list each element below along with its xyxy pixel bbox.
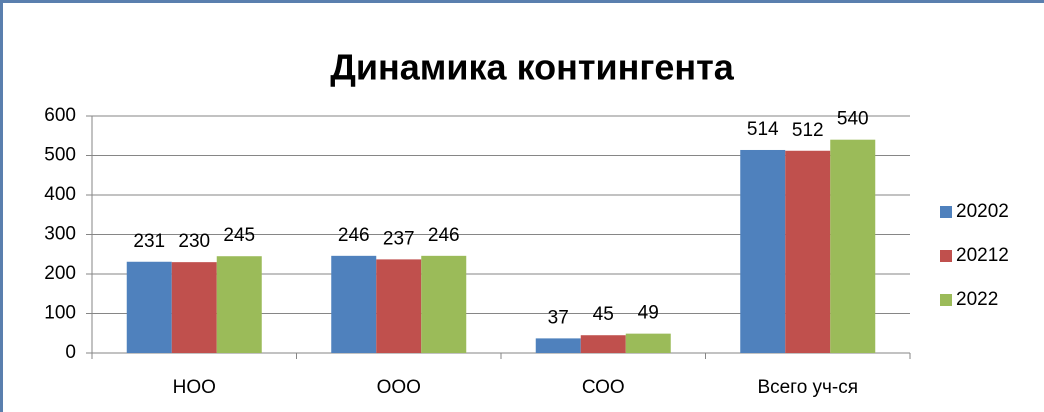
- x-tick-label: Всего уч-ся: [757, 377, 858, 398]
- bar: [830, 139, 876, 353]
- data-label: 514: [747, 119, 779, 140]
- bar: [331, 255, 377, 353]
- data-label: 237: [383, 228, 415, 249]
- y-tick-label: 300: [44, 224, 76, 245]
- bar: [421, 255, 467, 353]
- legend-label: 2022: [956, 289, 998, 310]
- x-tick-label: СОО: [582, 377, 625, 398]
- data-label: 540: [837, 109, 869, 130]
- data-label: 512: [792, 120, 824, 141]
- bar: [740, 149, 786, 353]
- data-label: 45: [593, 304, 614, 325]
- bar: [785, 150, 831, 353]
- data-label: 246: [338, 225, 370, 246]
- data-label: 245: [223, 225, 255, 246]
- y-tick-label: 500: [44, 145, 76, 166]
- data-label: 230: [178, 231, 210, 252]
- y-tick-label: 400: [44, 184, 76, 205]
- y-tick-label: 600: [44, 105, 76, 126]
- legend-label: 20202: [956, 201, 1009, 222]
- bar: [171, 262, 217, 353]
- y-tick-label: 100: [44, 303, 76, 324]
- x-tick-label: ООО: [377, 377, 421, 398]
- data-label: 246: [428, 225, 460, 246]
- y-tick-label: 0: [65, 342, 76, 363]
- x-tick-label: НОО: [173, 377, 216, 398]
- y-tick-label: 200: [44, 263, 76, 284]
- data-label: 231: [133, 231, 165, 252]
- data-label: 37: [548, 307, 569, 328]
- data-label: 49: [638, 303, 659, 324]
- legend-label: 20212: [956, 245, 1009, 266]
- bar: [216, 256, 262, 353]
- bar: [580, 335, 626, 353]
- legend-swatch: [940, 206, 952, 218]
- legend-swatch: [940, 294, 952, 306]
- legend-swatch: [940, 250, 952, 262]
- bar: [376, 259, 422, 353]
- bar: [126, 261, 172, 353]
- bar: [625, 333, 671, 353]
- chart-title: Динамика контингента: [330, 47, 735, 88]
- bar: [535, 338, 581, 353]
